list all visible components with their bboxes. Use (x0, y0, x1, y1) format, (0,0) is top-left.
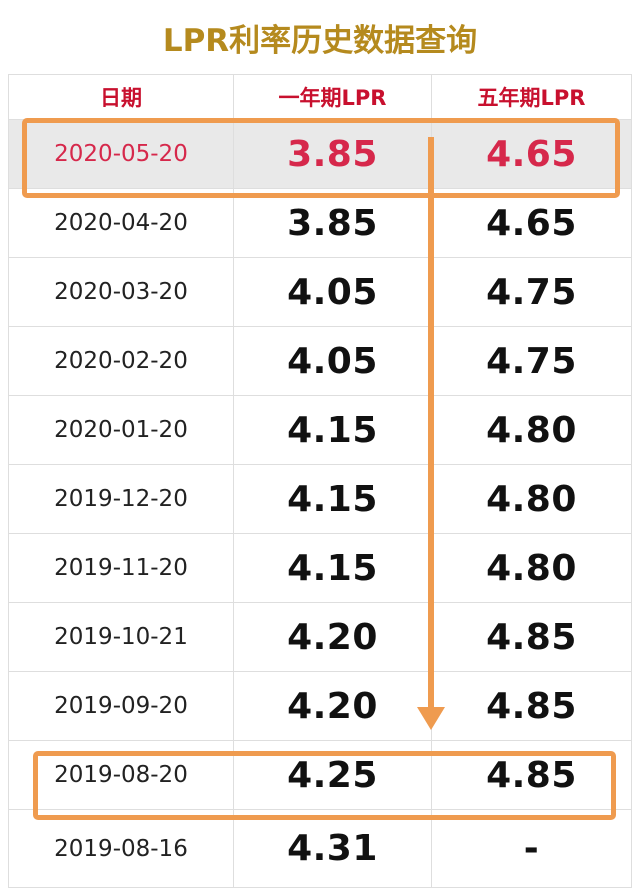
row-one-year-rate: 4.15 (234, 534, 432, 602)
table-row[interactable]: 2020-01-20 4.15 4.80 (9, 396, 631, 465)
row-five-year-rate: 4.85 (486, 685, 577, 727)
table-row[interactable]: 2019-08-16 4.31 - (9, 810, 631, 888)
highlight-box-latest (22, 118, 620, 198)
row-one-year-rate: 4.15 (234, 396, 432, 464)
row-five-year-rate: 4.80 (486, 547, 577, 589)
header-one-year-lpr: 一年期LPR (234, 75, 432, 119)
table-row[interactable]: 2020-04-20 3.85 4.65 (9, 189, 631, 258)
row-five-year-rate: 4.75 (486, 340, 577, 382)
row-five-year-rate: 4.65 (486, 202, 577, 244)
header-five-year-lpr: 五年期LPR (477, 86, 586, 110)
row-five-year-rate: 4.75 (486, 271, 577, 313)
row-date: 2020-05-20 (9, 120, 234, 188)
row-date: 2020-01-20 (9, 396, 234, 464)
row-one-year-rate: 4.15 (234, 465, 432, 533)
table-row[interactable]: 2019-10-21 4.20 4.85 (9, 603, 631, 672)
row-one-year-rate: 4.31 (234, 810, 432, 887)
row-date: 2019-09-20 (9, 672, 234, 740)
row-date: 2019-08-16 (9, 810, 234, 887)
page-title: LPR利率历史数据查询 (162, 22, 478, 59)
row-one-year-rate: 4.20 (234, 603, 432, 671)
row-five-year-rate: 4.80 (486, 409, 577, 451)
row-five-year-rate: 4.80 (486, 478, 577, 520)
highlight-box-2019-08-20 (33, 751, 616, 820)
table-row[interactable]: 2020-03-20 4.05 4.75 (9, 258, 631, 327)
row-one-year-rate: 3.85 (234, 189, 432, 257)
row-five-year-rate: 4.85 (486, 754, 577, 796)
row-date: 2020-02-20 (9, 327, 234, 395)
table-row[interactable]: 2020-02-20 4.05 4.75 (9, 327, 631, 396)
table-row[interactable]: 2019-08-20 4.25 4.85 (9, 741, 631, 810)
row-five-year-rate: - (523, 828, 540, 869)
row-one-year-rate: 4.05 (234, 327, 432, 395)
row-one-year-rate: 4.25 (234, 741, 432, 809)
lpr-table: 日期 一年期LPR 五年期LPR 2020-05-20 3.85 4.65 20… (8, 74, 632, 888)
row-one-year-rate: 4.05 (234, 258, 432, 326)
row-five-year-rate: 4.85 (486, 616, 577, 658)
row-five-year-rate: 4.65 (486, 133, 577, 175)
row-date: 2019-12-20 (9, 465, 234, 533)
row-date: 2020-03-20 (9, 258, 234, 326)
table-header-row: 日期 一年期LPR 五年期LPR (9, 74, 631, 120)
table-row[interactable]: 2019-09-20 4.20 4.85 (9, 672, 631, 741)
row-date: 2019-08-20 (9, 741, 234, 809)
row-one-year-rate: 4.20 (234, 672, 432, 740)
table-row[interactable]: 2020-05-20 3.85 4.65 (9, 120, 631, 189)
table-row[interactable]: 2019-12-20 4.15 4.80 (9, 465, 631, 534)
row-date: 2020-04-20 (9, 189, 234, 257)
header-date: 日期 (9, 75, 234, 119)
row-one-year-rate: 3.85 (234, 120, 432, 188)
table-row[interactable]: 2019-11-20 4.15 4.80 (9, 534, 631, 603)
row-date: 2019-10-21 (9, 603, 234, 671)
row-date: 2019-11-20 (9, 534, 234, 602)
